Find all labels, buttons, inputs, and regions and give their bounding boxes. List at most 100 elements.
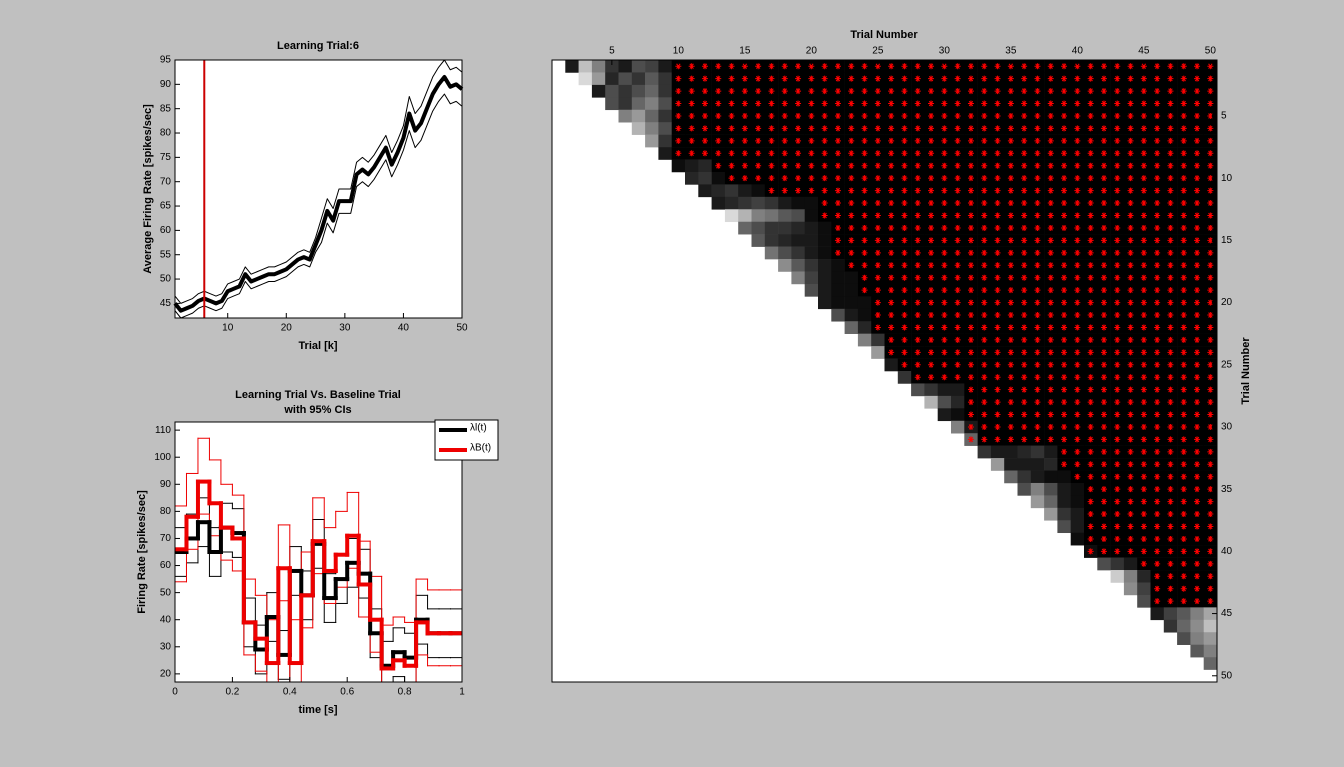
- significance-marker: [928, 237, 935, 244]
- significance-marker: [914, 287, 921, 294]
- significance-marker: [1074, 299, 1081, 306]
- significance-marker: [928, 349, 935, 356]
- heatmap-cell: [658, 84, 672, 98]
- significance-marker: [914, 125, 921, 132]
- significance-marker: [1167, 523, 1174, 530]
- significance-marker: [928, 287, 935, 294]
- significance-marker: [834, 75, 841, 82]
- significance-marker: [1207, 436, 1214, 443]
- significance-marker: [1180, 399, 1187, 406]
- significance-marker: [1140, 399, 1147, 406]
- significance-marker: [1194, 287, 1201, 294]
- significance-marker: [1207, 175, 1214, 182]
- heatmap-cell: [658, 72, 672, 86]
- significance-marker: [755, 112, 762, 119]
- heatmap-cell: [778, 196, 792, 210]
- significance-marker: [1100, 249, 1107, 256]
- significance-marker: [675, 75, 682, 82]
- significance-marker: [901, 224, 908, 231]
- significance-marker: [1180, 75, 1187, 82]
- significance-marker: [1180, 585, 1187, 592]
- significance-marker: [1021, 312, 1028, 319]
- significance-marker: [1207, 585, 1214, 592]
- significance-marker: [861, 88, 868, 95]
- significance-marker: [1087, 112, 1094, 119]
- significance-marker: [1194, 150, 1201, 157]
- significance-marker: [1167, 274, 1174, 281]
- x-tick-label: 0.6: [340, 687, 354, 698]
- significance-marker: [994, 162, 1001, 169]
- significance-marker: [928, 200, 935, 207]
- significance-marker: [1140, 237, 1147, 244]
- significance-marker: [1140, 175, 1147, 182]
- significance-marker: [901, 63, 908, 70]
- significance-marker: [941, 312, 948, 319]
- significance-marker: [1021, 162, 1028, 169]
- significance-marker: [1087, 361, 1094, 368]
- significance-marker: [994, 137, 1001, 144]
- heatmap-cell: [605, 72, 619, 86]
- x-tick-label: 30: [939, 46, 951, 57]
- significance-marker: [728, 88, 735, 95]
- significance-marker: [688, 125, 695, 132]
- significance-marker: [1167, 560, 1174, 567]
- significance-marker: [954, 187, 961, 194]
- significance-marker: [1047, 349, 1054, 356]
- significance-marker: [1034, 361, 1041, 368]
- significance-marker: [781, 112, 788, 119]
- significance-marker: [1194, 237, 1201, 244]
- significance-marker: [1194, 324, 1201, 331]
- heatmap-cell: [764, 209, 779, 223]
- significance-marker: [1007, 75, 1014, 82]
- significance-marker: [1127, 112, 1134, 119]
- heatmap-cell: [658, 134, 672, 148]
- legend-label: λB(t): [470, 443, 491, 454]
- heatmap-cell: [804, 196, 819, 210]
- significance-marker: [1074, 312, 1081, 319]
- significance-marker: [1074, 150, 1081, 157]
- legend-box: [434, 419, 499, 461]
- heatmap-cell: [631, 72, 646, 86]
- significance-marker: [981, 75, 988, 82]
- significance-marker: [1087, 511, 1094, 518]
- significance-marker: [1127, 498, 1134, 505]
- significance-marker: [1194, 262, 1201, 269]
- significance-marker: [901, 137, 908, 144]
- heatmap-cell: [1057, 482, 1071, 496]
- significance-marker: [874, 137, 881, 144]
- significance-marker: [981, 150, 988, 157]
- significance-marker: [954, 374, 961, 381]
- significance-marker: [1140, 88, 1147, 95]
- y-tick-label: 50: [160, 587, 172, 598]
- significance-marker: [1167, 200, 1174, 207]
- significance-marker: [1100, 237, 1107, 244]
- significance-marker: [901, 162, 908, 169]
- significance-marker: [1007, 399, 1014, 406]
- significance-marker: [994, 249, 1001, 256]
- heatmap-cell: [698, 171, 712, 185]
- significance-marker: [874, 150, 881, 157]
- heatmap-cell: [1137, 594, 1151, 608]
- heatmap-cell: [751, 221, 766, 235]
- significance-marker: [954, 112, 961, 119]
- significance-marker: [1167, 212, 1174, 219]
- legend-label: λl(t): [470, 423, 487, 434]
- significance-marker: [941, 212, 948, 219]
- significance-marker: [981, 274, 988, 281]
- significance-marker: [1207, 461, 1214, 468]
- significance-marker: [768, 175, 775, 182]
- significance-marker: [967, 274, 974, 281]
- significance-marker: [967, 299, 974, 306]
- heatmap-cell: [591, 84, 606, 98]
- significance-marker: [901, 200, 908, 207]
- significance-marker: [1074, 324, 1081, 331]
- significance-marker: [1021, 336, 1028, 343]
- significance-marker: [848, 125, 855, 132]
- significance-marker: [1167, 486, 1174, 493]
- significance-marker: [1140, 212, 1147, 219]
- significance-marker: [928, 75, 935, 82]
- significance-marker: [795, 175, 802, 182]
- significance-marker: [1047, 312, 1054, 319]
- significance-marker: [888, 324, 895, 331]
- heatmap-cell: [1004, 445, 1018, 459]
